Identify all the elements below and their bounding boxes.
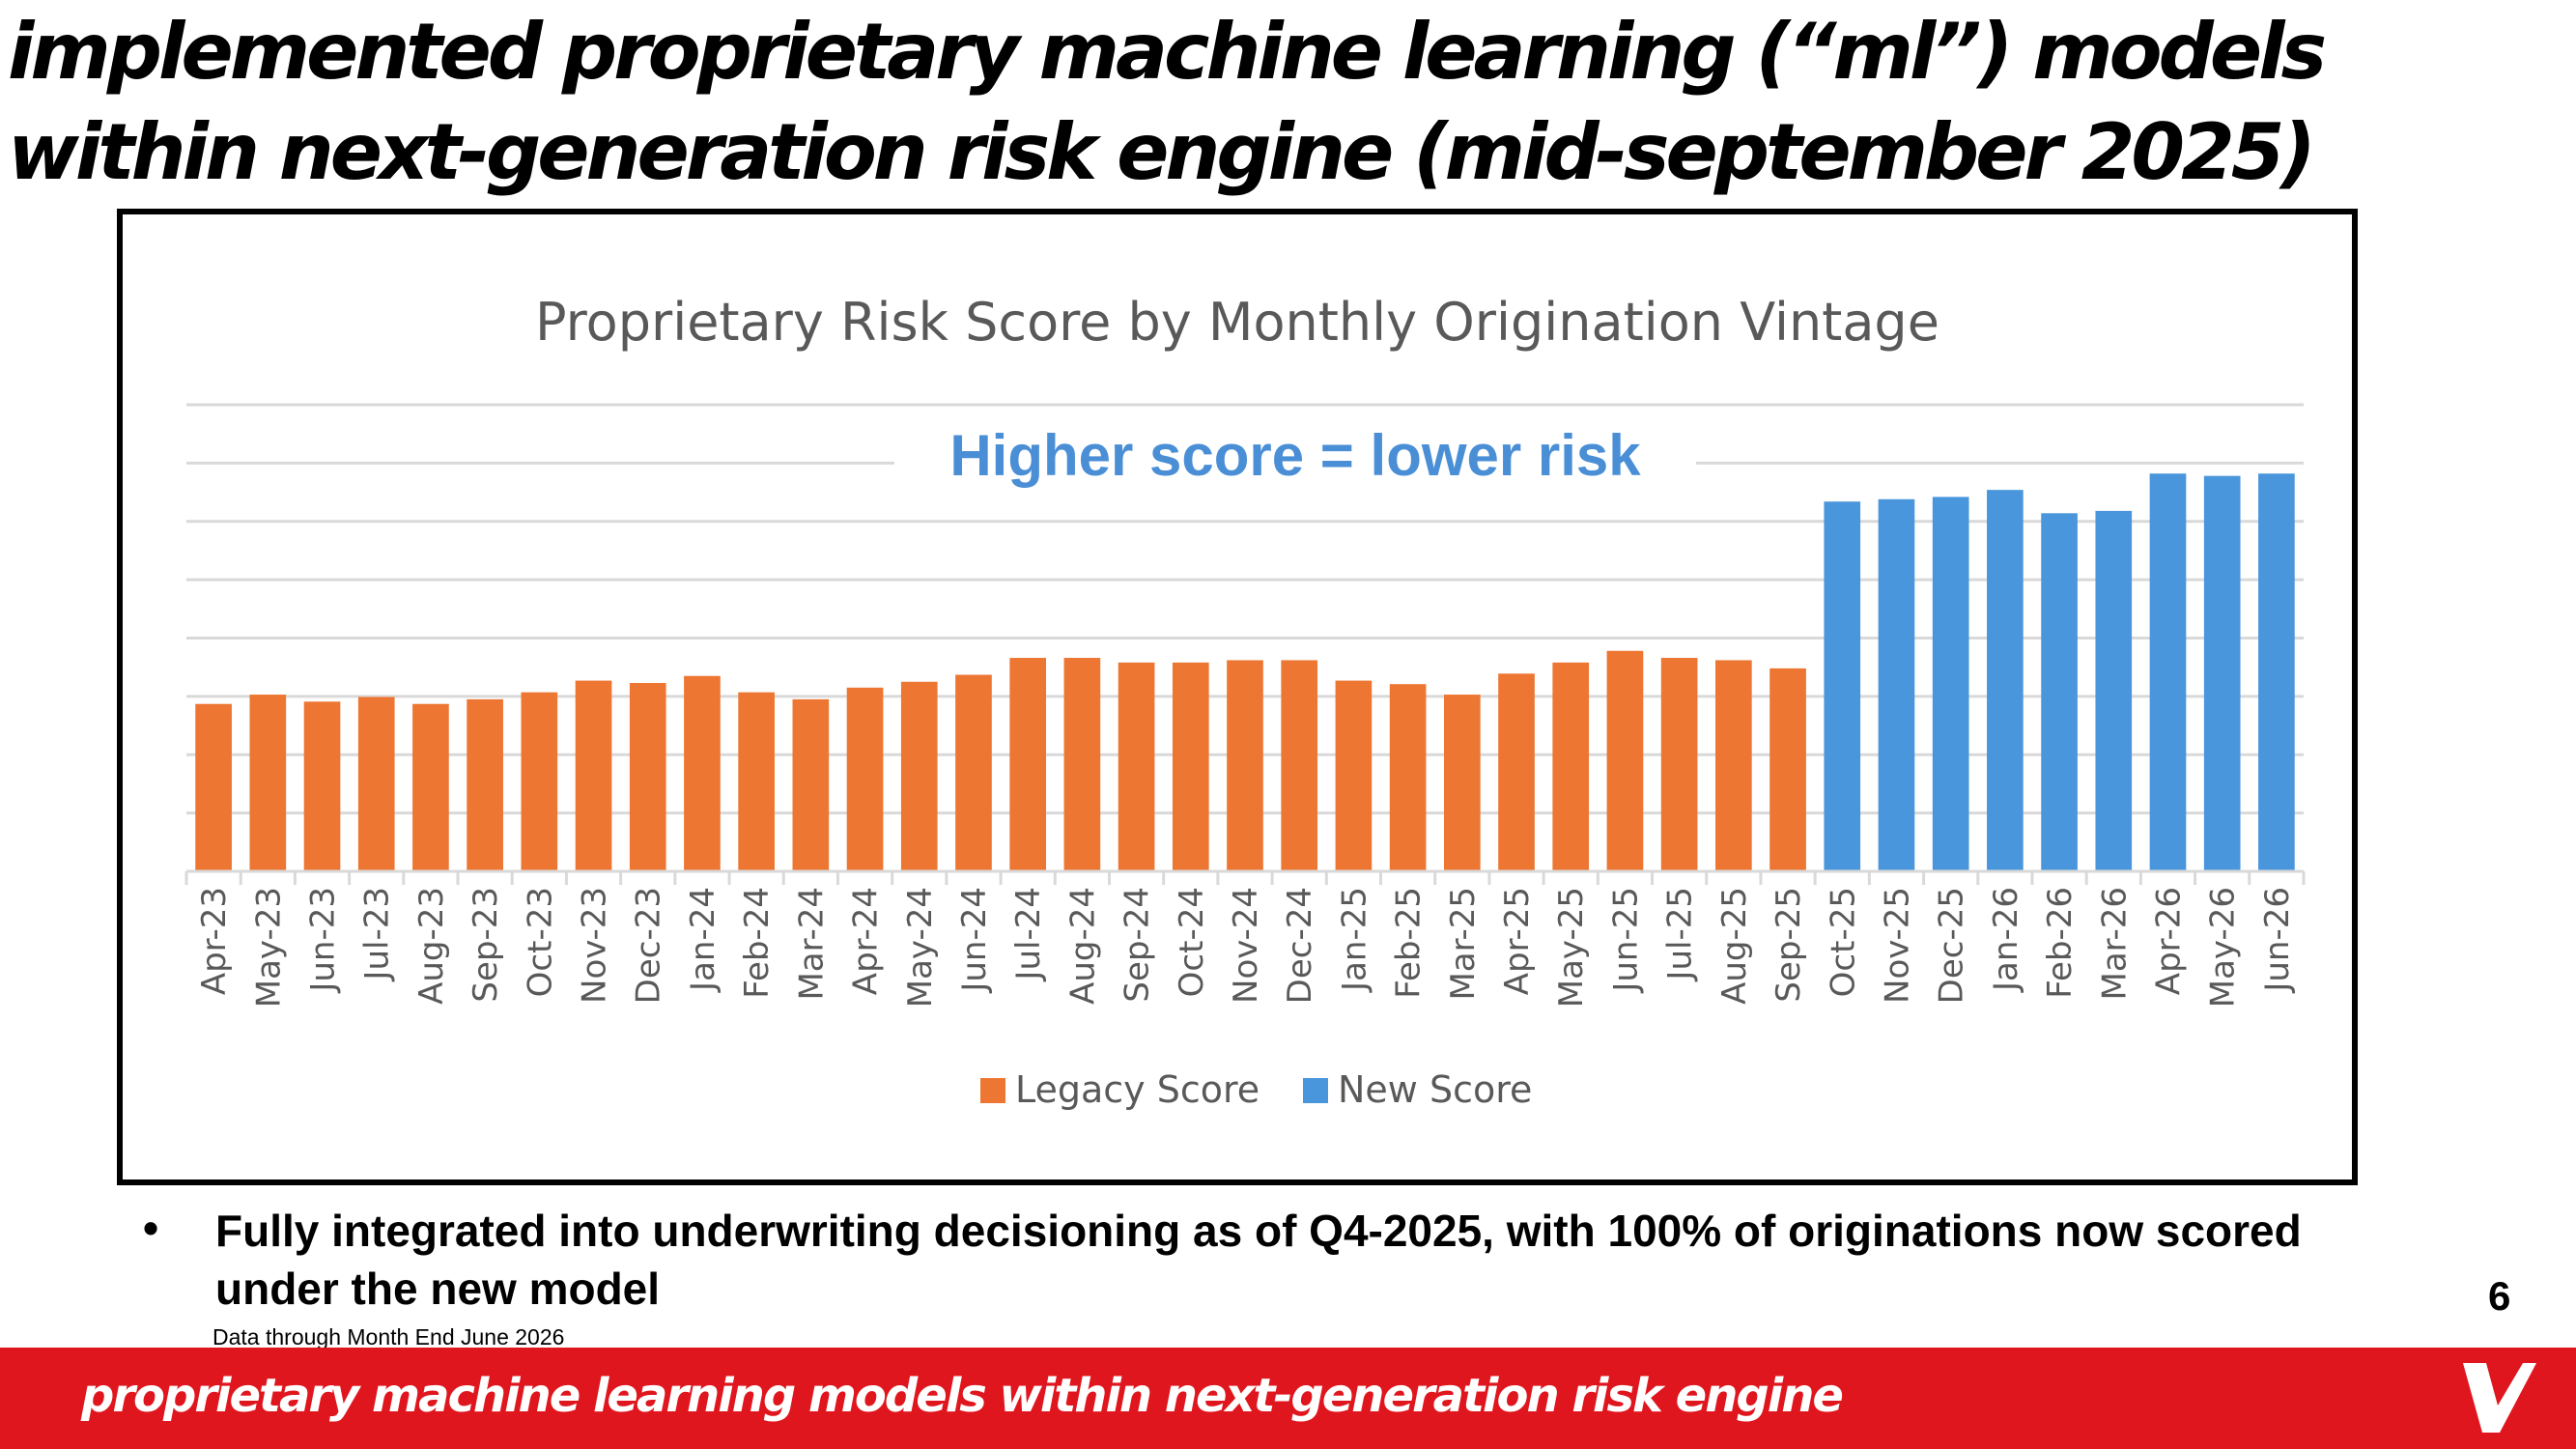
bar-legacy-jul-24 (1009, 658, 1047, 871)
data-footnote: Data through Month End June 2026 (212, 1324, 565, 1350)
legend-swatch-legacy (980, 1078, 1005, 1103)
bar-legacy-jul-23 (357, 696, 395, 871)
slide-title-line-1: implemented proprietary machine learning… (8, 7, 2327, 97)
bar-new-nov-25 (1878, 498, 1915, 871)
footer-bar: proprietary machine learning models with… (0, 1348, 2576, 1449)
slide-title-line-2: within next-generation risk engine (mid-… (8, 107, 2316, 197)
x-tick-label: Mar-26 (2095, 887, 2134, 1001)
bar-new-dec-25 (1932, 497, 1969, 871)
bar-legacy-feb-25 (1389, 684, 1427, 871)
annotation-background (894, 427, 1696, 495)
bar-legacy-jan-25 (1335, 680, 1373, 871)
bar-legacy-aug-25 (1715, 660, 1752, 871)
bar-new-mar-26 (2095, 510, 2133, 871)
bar-new-may-26 (2203, 475, 2241, 871)
x-tick-label: Jul-24 (1009, 887, 1048, 982)
x-tick-label: Feb-25 (1390, 887, 1429, 999)
bullet-text: Fully integrated into underwriting decis… (215, 1206, 2302, 1314)
chart-annotation: Higher score = lower risk (949, 423, 1641, 488)
bar-legacy-jun-23 (303, 701, 341, 871)
x-tick-label: Apr-25 (1498, 887, 1537, 995)
x-tick-label: Nov-25 (1878, 887, 1916, 1004)
x-tick-label: Apr-26 (2149, 887, 2188, 995)
bar-legacy-sep-24 (1118, 662, 1155, 871)
bar-legacy-apr-24 (846, 687, 884, 871)
bar-legacy-nov-23 (575, 680, 612, 871)
x-tick-label: Feb-26 (2041, 887, 2080, 999)
bar-legacy-sep-23 (467, 698, 503, 871)
x-tick-label: May-25 (1552, 887, 1591, 1008)
bar-legacy-dec-23 (629, 682, 666, 871)
bar-legacy-sep-25 (1769, 668, 1806, 871)
bar-legacy-oct-23 (521, 692, 558, 871)
x-tick-label: Jul-25 (1661, 887, 1700, 982)
x-tick-label: Sep-23 (467, 887, 505, 1003)
x-tick-label: Aug-23 (412, 887, 451, 1005)
legend-label-new: New Score (1338, 1068, 1532, 1111)
bar-legacy-oct-24 (1172, 662, 1209, 871)
x-tick-label: Oct-23 (521, 887, 559, 997)
bar-legacy-aug-24 (1063, 658, 1101, 871)
x-tick-label: Jun-23 (304, 887, 343, 994)
bar-legacy-apr-25 (1498, 673, 1535, 871)
x-tick-label: Jan-24 (684, 887, 722, 993)
bullet-marker: • (143, 1203, 159, 1253)
x-tick-label: Mar-24 (792, 887, 831, 1001)
risk-score-chart: Proprietary Risk Score by Monthly Origin… (184, 292, 2306, 1111)
chart-frame: Proprietary Risk Score by Monthly Origin… (117, 209, 2358, 1185)
bar-legacy-jun-25 (1606, 650, 1644, 871)
x-tick-label: Jun-26 (2258, 887, 2297, 994)
x-tick-label: Nov-23 (576, 887, 614, 1004)
x-tick-label: May-23 (249, 887, 288, 1008)
slide-title: implemented proprietary machine learning… (8, 2, 2327, 203)
bar-legacy-jun-24 (955, 674, 992, 871)
bar-new-apr-26 (2149, 473, 2187, 871)
bar-legacy-feb-24 (738, 692, 775, 871)
x-tick-label: Aug-25 (1715, 887, 1754, 1005)
x-tick-label: Feb-24 (738, 887, 777, 999)
brand-logo-icon (2463, 1363, 2536, 1433)
page-number: 6 (2488, 1273, 2511, 1319)
x-tick-label: Sep-24 (1118, 887, 1157, 1003)
x-tick-label: Dec-23 (630, 887, 668, 1004)
x-tick-label: Dec-24 (1281, 887, 1319, 1004)
bar-new-feb-26 (2041, 513, 2078, 871)
x-tick-label: Aug-24 (1063, 887, 1102, 1005)
chart-title: Proprietary Risk Score by Monthly Origin… (535, 292, 1939, 353)
x-tick-label: Nov-24 (1227, 887, 1265, 1004)
legend-label-legacy: Legacy Score (1015, 1068, 1260, 1111)
x-tick-label: Jul-23 (358, 887, 397, 982)
bar-legacy-may-24 (900, 681, 938, 871)
bar-legacy-dec-24 (1281, 660, 1318, 871)
x-tick-label: Mar-25 (1444, 887, 1483, 1001)
bar-new-jan-26 (1987, 490, 2024, 871)
x-tick-label: Sep-25 (1769, 887, 1808, 1003)
footer-tagline: proprietary machine learning models with… (81, 1369, 1844, 1423)
bar-new-oct-25 (1824, 501, 1861, 871)
bar-legacy-jul-25 (1660, 658, 1698, 871)
x-tick-label: Apr-24 (847, 887, 886, 995)
x-tick-label: Jan-25 (1335, 887, 1373, 993)
x-tick-label: Jun-24 (955, 887, 994, 994)
bar-legacy-mar-24 (792, 698, 830, 871)
bar-legacy-may-23 (249, 695, 287, 871)
x-tick-label: May-24 (901, 887, 940, 1008)
bar-new-jun-26 (2258, 473, 2295, 871)
x-tick-label: May-26 (2204, 887, 2243, 1008)
x-tick-label: Jun-25 (1606, 887, 1645, 994)
x-tick-label: Jan-26 (1987, 887, 2025, 993)
x-tick-label: Dec-25 (1933, 887, 1971, 1004)
bar-legacy-aug-23 (412, 703, 449, 871)
bar-legacy-jan-24 (684, 675, 721, 871)
x-tick-label: Oct-24 (1173, 887, 1211, 997)
x-tick-label: Oct-25 (1824, 887, 1862, 997)
bar-legacy-nov-24 (1227, 660, 1263, 871)
legend-swatch-new (1303, 1078, 1328, 1103)
bar-legacy-apr-23 (195, 703, 232, 871)
bar-legacy-may-25 (1552, 662, 1590, 871)
bar-legacy-mar-25 (1443, 695, 1481, 871)
x-tick-label: Apr-23 (195, 887, 234, 995)
